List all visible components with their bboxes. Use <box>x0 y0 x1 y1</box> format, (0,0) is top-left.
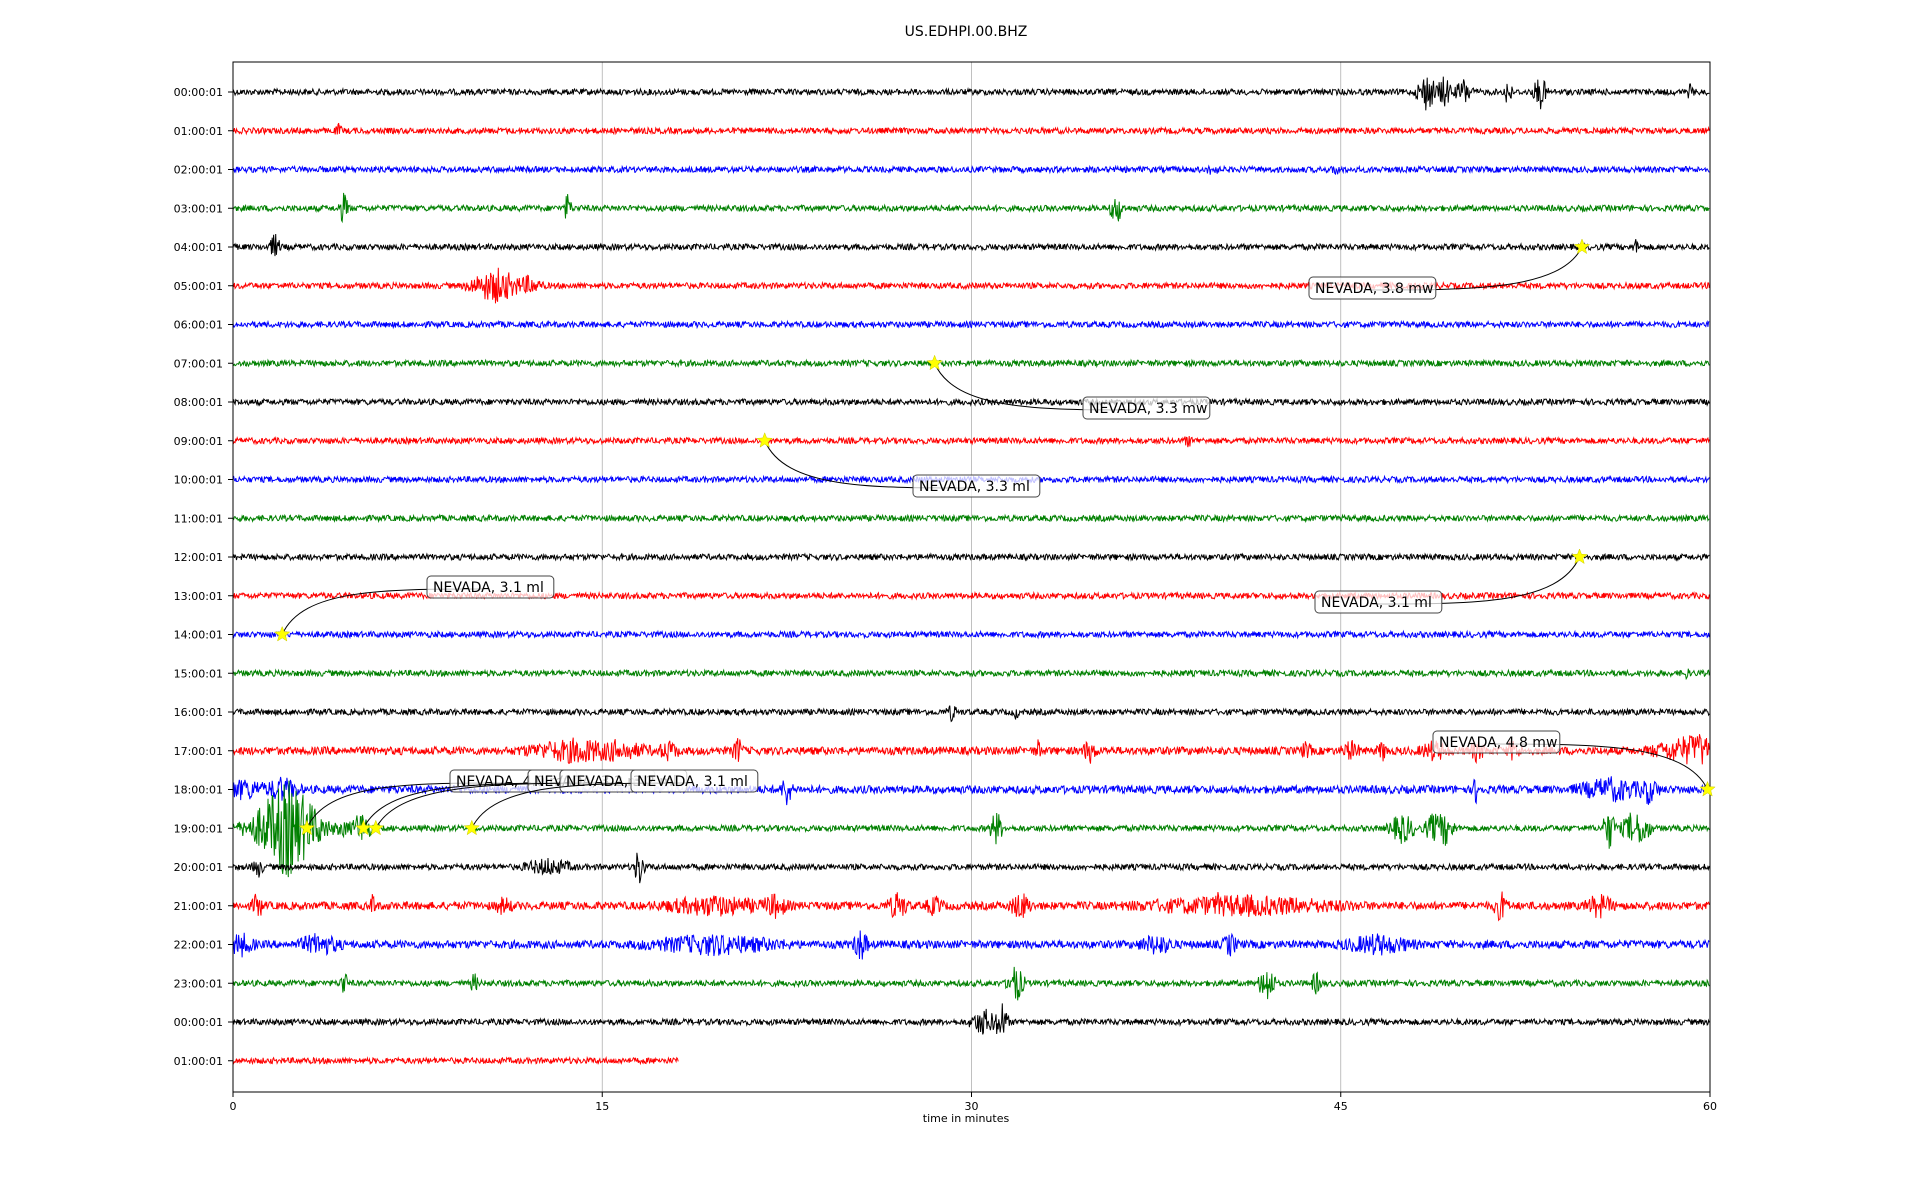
event-label-box <box>1432 730 1561 754</box>
trace-row-14 <box>232 629 1710 640</box>
row-label: 01:00:01 <box>174 1055 223 1068</box>
x-tick-label: 45 <box>1334 1100 1348 1113</box>
row-label: 00:00:01 <box>174 86 223 99</box>
event-annotation: NEVADA, 4.8 mw <box>1432 730 1716 797</box>
row-label: 21:00:01 <box>174 900 223 913</box>
event-label-box <box>1082 396 1211 420</box>
event-label: NEVADA, 3.8 mw <box>1315 281 1433 297</box>
event-annotation: NEVADA, 3.3 mw <box>926 354 1211 420</box>
x-tick-label: 15 <box>595 1100 609 1113</box>
event-star-marker <box>1571 548 1588 565</box>
x-axis: 0 15 30 45 60 <box>230 1092 1717 1113</box>
event-label-box <box>1308 276 1437 300</box>
trace-row-15 <box>232 668 1710 681</box>
event-label: NEVADA, 3.3 ml <box>919 479 1030 495</box>
row-label: 12:00:01 <box>174 551 223 564</box>
event-annotations: NEVADA, 3.8 mw NEVADA, 3.3 mw NEVADA, 3.3 … <box>273 238 1716 836</box>
trace-row-7 <box>232 358 1710 369</box>
row-label: 02:00:01 <box>174 164 223 177</box>
event-label-box <box>630 769 759 793</box>
row-label: 06:00:01 <box>174 319 223 332</box>
event-annotation: NEVADA, 3.1 ml <box>1314 548 1588 614</box>
trace-row-22 <box>232 930 1710 960</box>
event-label: NEVADA, 3.1 ml <box>433 580 544 596</box>
x-axis-label: time in minutes <box>923 1112 1010 1125</box>
event-label: NEVADA, 3.1 ml <box>1321 595 1432 611</box>
event-label-box <box>426 575 555 599</box>
row-label: 11:00:01 <box>174 512 223 525</box>
row-label: 18:00:01 <box>174 784 223 797</box>
event-star-marker <box>273 625 291 642</box>
event-star-marker <box>1573 238 1591 255</box>
event-label-box <box>912 474 1041 498</box>
trace-row-16 <box>232 705 1710 723</box>
row-label: 01:00:01 <box>174 125 223 138</box>
event-star-marker <box>756 432 773 448</box>
trace-row-23 <box>232 966 1710 1001</box>
chart-title: US.EDHPI.00.BHZ <box>905 24 1028 40</box>
row-label: 05:00:01 <box>174 280 223 293</box>
event-annotation: NEVADA, 3.8 mw <box>1308 238 1591 300</box>
row-label: 17:00:01 <box>174 745 223 758</box>
grid-lines <box>601 62 1342 1092</box>
row-time-labels: 00:00:01 01:00:01 02:00:01 03:00:01 04:00:01… <box>174 86 233 1068</box>
trace-row-12 <box>232 552 1710 562</box>
trace-row-11 <box>232 513 1710 524</box>
row-label: 15:00:01 <box>174 667 223 680</box>
row-label: 16:00:01 <box>174 706 223 719</box>
event-annotation: NEVADA, 3.1 ml <box>463 769 759 836</box>
trace-row-21 <box>232 891 1710 922</box>
trace-row-0 <box>232 76 1710 111</box>
row-label: 00:00:01 <box>174 1016 223 1029</box>
x-tick-label: 30 <box>965 1100 979 1113</box>
trace-row-1 <box>232 122 1710 136</box>
event-annotation: NEVADA, 3.1 ml <box>273 575 555 642</box>
trace-row-9 <box>232 435 1710 448</box>
event-star-marker <box>1699 780 1716 797</box>
event-label: NEVADA, 3.3 mw <box>1089 401 1207 417</box>
event-label-box <box>1314 590 1443 614</box>
x-tick-label: 0 <box>230 1100 237 1113</box>
trace-row-25 <box>232 1055 679 1066</box>
event-star-marker <box>926 354 943 371</box>
row-label: 08:00:01 <box>174 396 223 409</box>
row-label: 23:00:01 <box>174 977 223 990</box>
event-annotation: NEVADA, 3.3 ml <box>756 432 1041 498</box>
x-tick-label: 60 <box>1703 1100 1717 1113</box>
event-star-marker <box>367 819 385 836</box>
row-label: 07:00:01 <box>174 357 223 370</box>
event-label: NEVADA, 3.1 ml <box>637 774 748 790</box>
trace-row-24 <box>232 1003 1710 1035</box>
row-label: 09:00:01 <box>174 435 223 448</box>
trace-row-6 <box>232 319 1710 330</box>
trace-row-5 <box>232 267 1710 304</box>
row-label: 19:00:01 <box>174 822 223 835</box>
trace-row-3 <box>232 192 1710 224</box>
row-label: 20:00:01 <box>174 861 223 874</box>
trace-row-8 <box>232 397 1710 407</box>
trace-row-20 <box>232 852 1710 884</box>
row-label: 03:00:01 <box>174 202 223 215</box>
row-label: 04:00:01 <box>174 241 223 254</box>
row-label: 14:00:01 <box>174 629 223 642</box>
trace-row-4 <box>232 233 1710 257</box>
row-label: 22:00:01 <box>174 939 223 952</box>
trace-row-2 <box>232 164 1710 176</box>
event-star-marker <box>298 819 316 836</box>
trace-row-19 <box>232 780 1710 878</box>
event-label: NEVADA, 4.8 mw <box>1439 735 1557 751</box>
row-label: 13:00:01 <box>174 590 223 603</box>
event-star-marker <box>463 819 481 836</box>
row-label: 10:00:01 <box>174 474 223 487</box>
